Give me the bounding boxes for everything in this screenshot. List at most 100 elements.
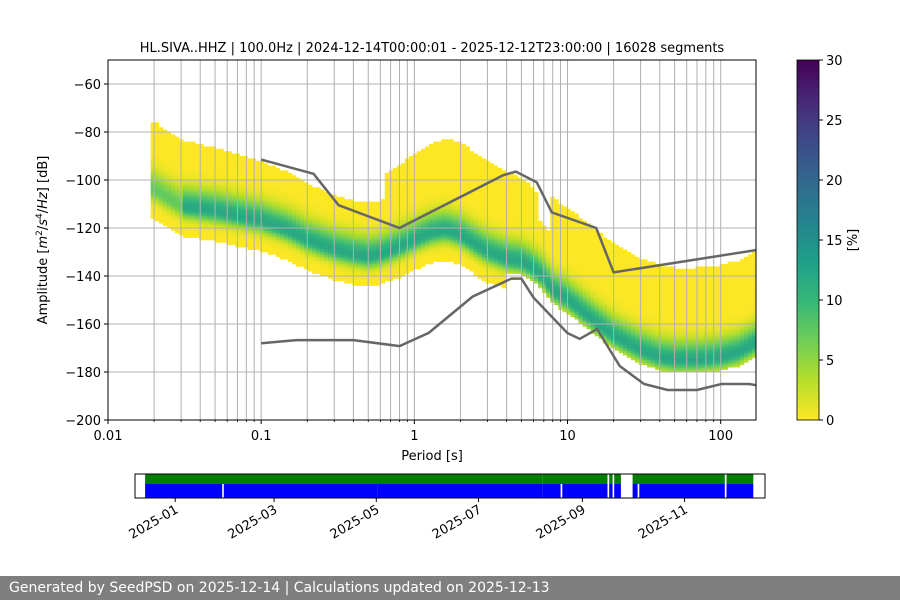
heatmap-cell bbox=[191, 165, 196, 169]
heatmap-cell bbox=[267, 180, 273, 183]
heatmap-cell bbox=[283, 218, 289, 222]
heatmap-cell bbox=[368, 232, 374, 236]
heatmap-cell bbox=[453, 146, 458, 150]
heatmap-cell bbox=[255, 223, 261, 226]
heatmap-cell bbox=[457, 204, 462, 207]
heatmap-cell bbox=[610, 288, 616, 291]
heatmap-cell bbox=[473, 177, 478, 181]
heatmap-cell bbox=[275, 223, 281, 226]
heatmap-cell bbox=[473, 220, 478, 224]
heatmap-cell bbox=[421, 175, 426, 178]
heatmap-cell bbox=[534, 218, 539, 222]
heatmap-cell bbox=[562, 230, 567, 234]
heatmap-cell bbox=[534, 280, 539, 284]
heatmap-cell bbox=[263, 208, 269, 212]
heatmap-cell bbox=[570, 304, 575, 308]
heatmap-cell bbox=[267, 213, 273, 217]
heatmap-cell bbox=[473, 168, 478, 171]
heatmap-cell bbox=[538, 273, 543, 277]
heatmap-cell bbox=[457, 189, 462, 193]
heatmap-cell bbox=[279, 237, 285, 241]
heatmap-cell bbox=[554, 290, 559, 294]
heatmap-cell bbox=[328, 261, 333, 265]
heatmap-cell bbox=[187, 232, 192, 236]
heatmap-cell bbox=[413, 235, 418, 238]
heatmap-cell bbox=[364, 283, 370, 286]
heatmap-cell bbox=[336, 223, 341, 226]
heatmap-cell bbox=[231, 192, 236, 195]
heatmap-cell bbox=[336, 276, 341, 279]
heatmap-cell bbox=[195, 168, 200, 171]
heatmap-cell bbox=[191, 220, 196, 224]
heatmap-cell bbox=[618, 304, 624, 308]
heatmap-cell bbox=[259, 228, 265, 231]
heatmap-cell bbox=[243, 175, 248, 178]
heatmap-cell bbox=[610, 292, 616, 296]
heatmap-cell bbox=[227, 228, 232, 231]
heatmap-cell bbox=[417, 194, 422, 198]
heatmap-cell bbox=[413, 153, 418, 157]
heatmap-cell bbox=[219, 165, 224, 169]
heatmap-cell bbox=[517, 206, 523, 210]
heatmap-cell bbox=[162, 156, 168, 159]
heatmap-cell bbox=[461, 158, 466, 162]
heatmap-cell bbox=[542, 237, 547, 241]
heatmap-cell bbox=[586, 266, 591, 270]
heatmap-cell bbox=[590, 240, 595, 243]
heatmap-cell bbox=[501, 252, 507, 255]
heatmap-cell bbox=[191, 196, 196, 200]
heatmap-cell bbox=[574, 244, 579, 248]
heatmap-cell bbox=[421, 163, 426, 166]
heatmap-cell bbox=[554, 259, 559, 262]
heatmap-cell bbox=[469, 153, 474, 157]
heatmap-cell bbox=[203, 201, 208, 205]
heatmap-cell bbox=[598, 326, 604, 330]
heatmap-cell bbox=[372, 247, 378, 250]
heatmap-cell bbox=[243, 216, 248, 219]
heatmap-cell bbox=[408, 266, 414, 270]
heatmap-cell bbox=[546, 283, 551, 286]
heatmap-cell bbox=[570, 278, 575, 282]
heatmap-cell bbox=[453, 244, 458, 248]
heatmap-cell bbox=[360, 264, 365, 267]
heatmap-cell bbox=[368, 240, 374, 243]
heatmap-cell bbox=[429, 158, 434, 162]
heatmap-cell bbox=[433, 232, 438, 236]
heatmap-cell bbox=[417, 180, 422, 183]
heatmap-cell bbox=[372, 235, 378, 238]
heatmap-cell bbox=[473, 225, 478, 229]
heatmap-cell bbox=[174, 225, 180, 229]
heatmap-cell bbox=[538, 278, 543, 282]
heatmap-cell bbox=[501, 285, 507, 289]
heatmap-cell bbox=[477, 249, 482, 253]
heatmap-cell bbox=[267, 240, 273, 243]
heatmap-cell bbox=[554, 268, 559, 272]
heatmap-cell bbox=[211, 168, 216, 171]
heatmap-cell bbox=[259, 177, 265, 181]
heatmap-cell bbox=[610, 297, 616, 301]
heatmap-cell bbox=[312, 240, 317, 243]
heatmap-cell bbox=[590, 316, 595, 320]
heatmap-cell bbox=[441, 240, 446, 243]
heatmap-cell bbox=[368, 220, 374, 224]
heatmap-cell bbox=[267, 211, 273, 214]
heatmap-cell bbox=[348, 218, 353, 222]
heatmap-cell bbox=[207, 163, 212, 166]
heatmap-cell bbox=[275, 249, 281, 253]
heatmap-cell bbox=[525, 247, 531, 250]
heatmap-cell bbox=[437, 189, 442, 193]
heatmap-cell bbox=[554, 237, 559, 241]
heatmap-cell bbox=[239, 206, 244, 210]
heatmap-cell bbox=[408, 156, 414, 159]
heatmap-cell bbox=[227, 240, 232, 243]
heatmap-cell bbox=[227, 237, 232, 241]
heatmap-cell bbox=[578, 261, 583, 265]
heatmap-cell bbox=[634, 348, 640, 351]
heatmap-cell bbox=[594, 271, 600, 274]
heatmap-cell bbox=[618, 266, 624, 270]
heatmap-cell bbox=[453, 184, 458, 188]
heatmap-cell bbox=[324, 201, 329, 205]
heatmap-cell bbox=[562, 300, 567, 303]
heatmap-cell bbox=[166, 192, 172, 195]
heatmap-cell bbox=[477, 247, 482, 250]
